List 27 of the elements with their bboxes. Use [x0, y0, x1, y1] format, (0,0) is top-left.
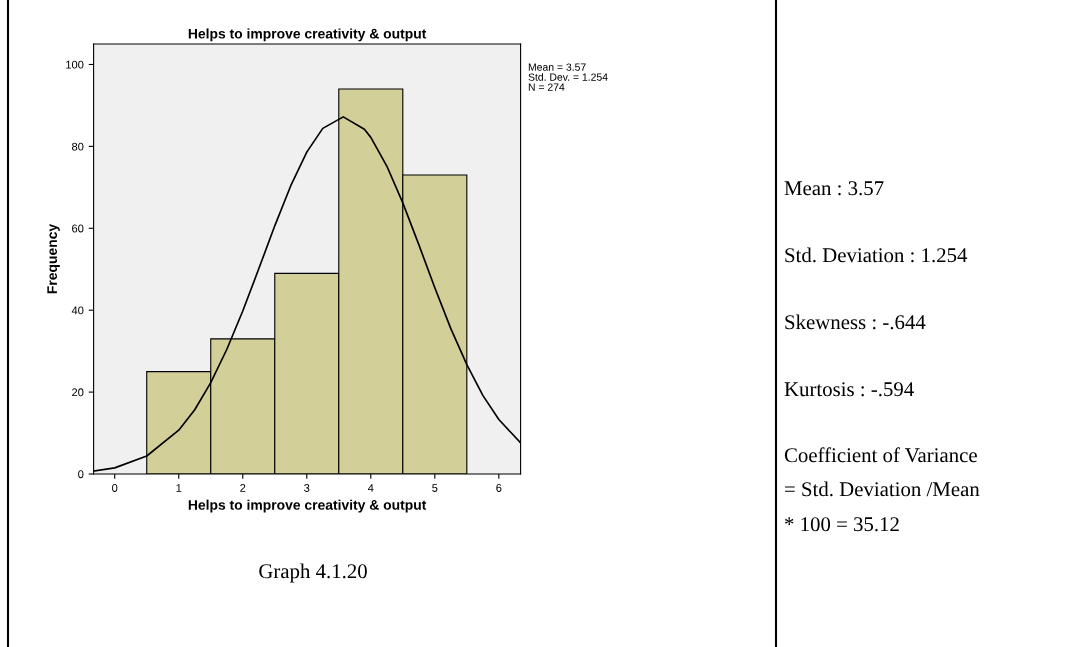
text: Mean = 3.57 [528, 63, 586, 71]
x-tick-label: 6 [496, 484, 502, 492]
y-tick-label: 80 [72, 142, 84, 151]
text: N = 274 [528, 83, 565, 91]
text: * 100 = 35.12 [785, 517, 899, 532]
y-axis-title: Frequency [47, 223, 60, 294]
text: Skewness : -.644 [785, 314, 926, 330]
y-tick-label: 100 [66, 60, 84, 69]
y-tick-label: 40 [71, 306, 84, 315]
x-tick-label: 3 [304, 484, 310, 492]
x-tick-label: 2 [240, 484, 246, 492]
text: Std. Dev. = 1.254 [528, 73, 608, 81]
x-tick-label: 4 [367, 484, 374, 492]
caption: Graph 4.1.20 [259, 563, 367, 583]
text: Coefficient of Variance [784, 447, 977, 463]
text: Std. Deviation : 1.254 [785, 247, 968, 263]
y-tick-label: 20 [72, 388, 84, 397]
x-tick-label: 1 [176, 484, 182, 492]
text: Kurtosis : -.594 [784, 382, 914, 397]
x-tick-label: 0 [112, 484, 118, 492]
x-axis-title: Helps to improve creativity & output [188, 499, 427, 513]
y-tick-label: 60 [72, 224, 84, 233]
text: = Std. Deviation /Mean [785, 481, 980, 497]
chart-title: Helps to improve creativity & output [188, 28, 427, 42]
y-tick-label: 0 [78, 470, 84, 479]
text: Mean : 3.57 [784, 181, 884, 196]
x-tick-label: 5 [432, 484, 438, 492]
